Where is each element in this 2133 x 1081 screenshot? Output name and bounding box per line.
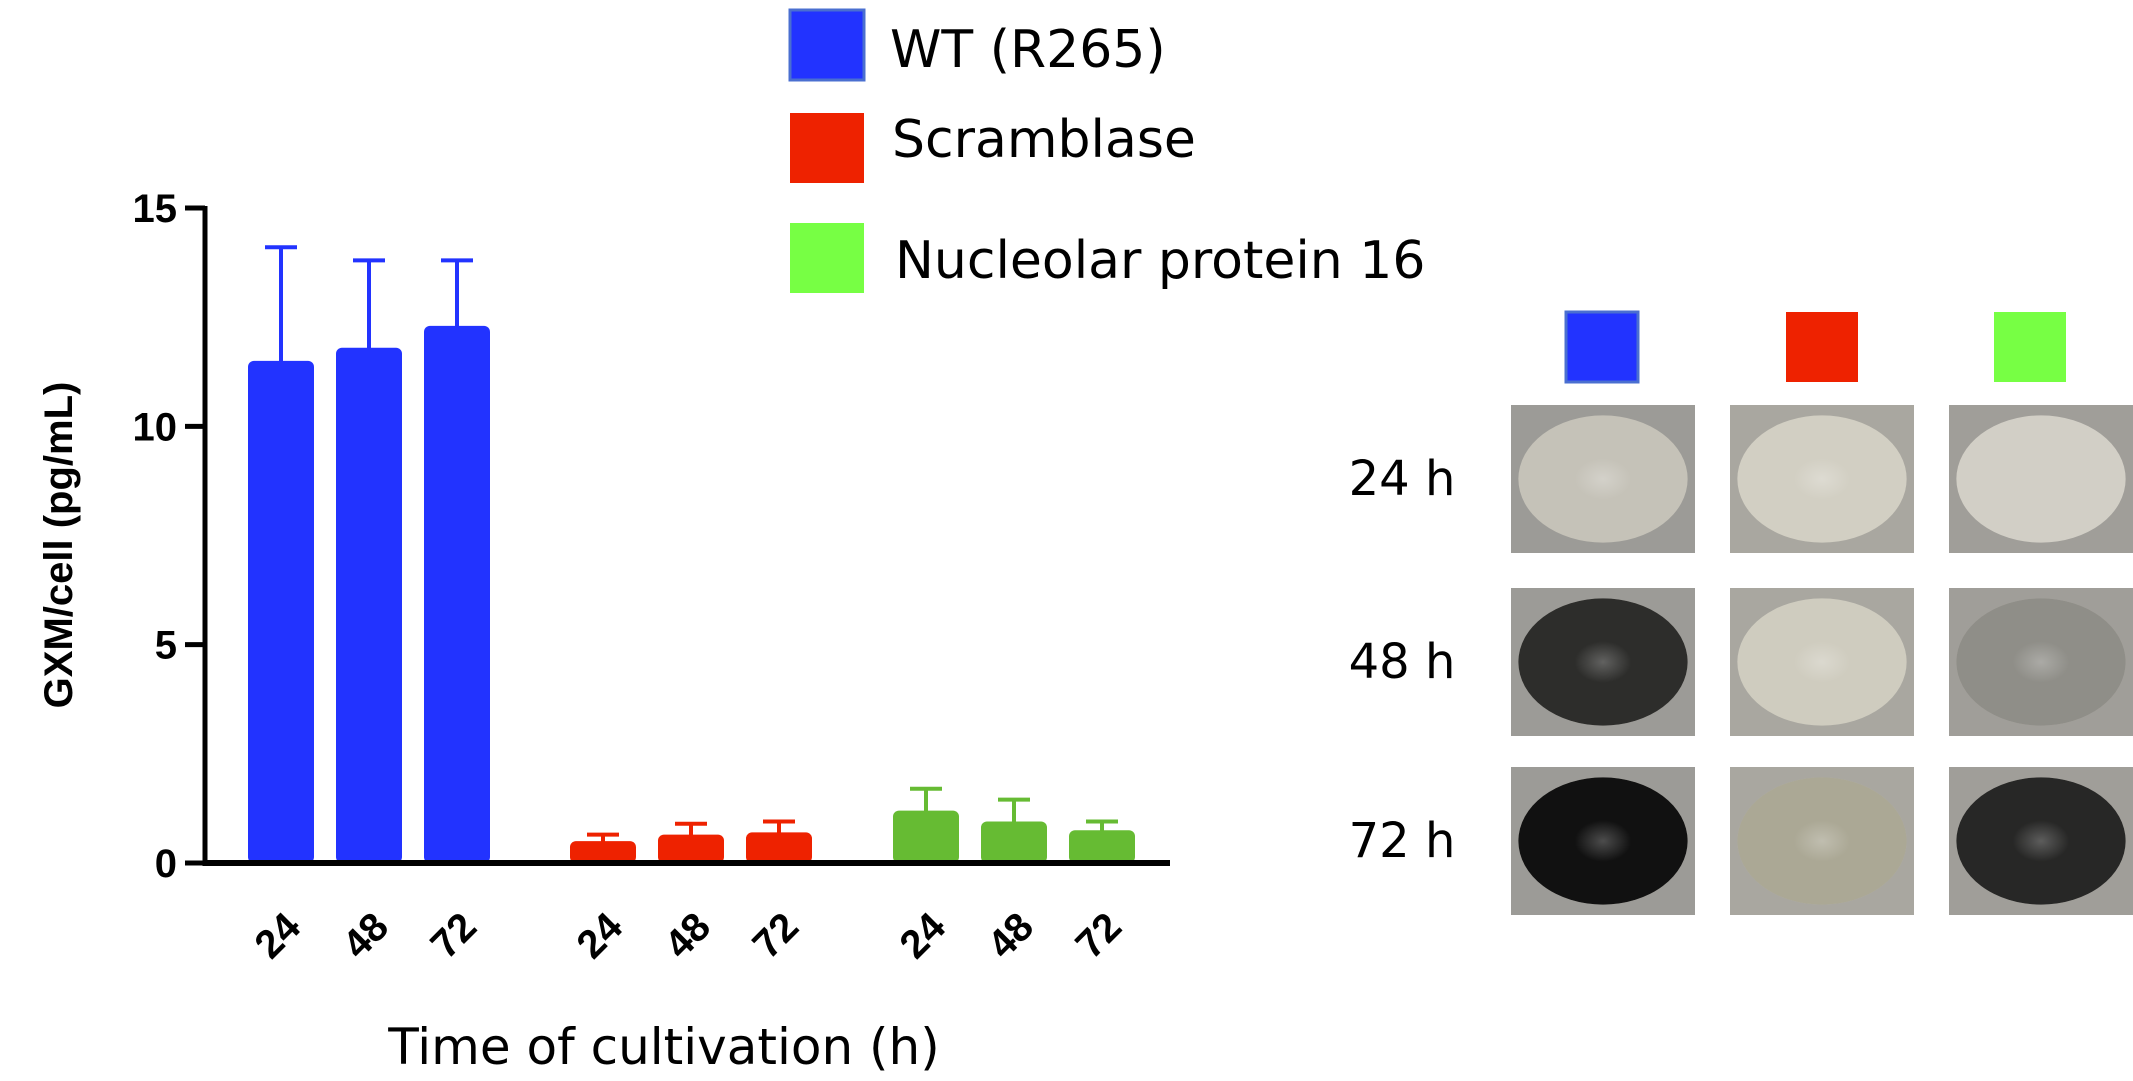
x-tick-label-2-24: 24 [892, 904, 955, 967]
x-tick-label-0-72: 72 [423, 905, 486, 968]
x-tick-label-2-48: 48 [980, 905, 1043, 968]
x-tick-label-0-48: 48 [335, 905, 398, 968]
spot-colony [1956, 415, 2126, 543]
bar-2-24 [893, 810, 959, 863]
spot-cell-2-0 [1511, 767, 1695, 915]
spot-highlight [2000, 811, 2082, 871]
legend-swatch-scramblase [790, 113, 864, 183]
y-axis-title: GXM/cell (pg/mL) [37, 382, 81, 709]
bar-1-24 [570, 841, 636, 863]
bar-2-48 [981, 821, 1047, 863]
spot-highlight [1781, 811, 1863, 871]
spot-cell-1-1 [1730, 588, 1914, 736]
x-tick-label-0-24: 24 [247, 904, 310, 967]
panel-row-label-2: 72 h [1349, 813, 1456, 869]
spot-highlight [1781, 449, 1863, 509]
panel-row-label-1: 48 h [1349, 634, 1456, 690]
spot-cell-2-2 [1949, 767, 2133, 915]
spot-cell-0-2 [1949, 405, 2133, 553]
spot-highlight [1781, 632, 1863, 692]
bar-1-72 [746, 832, 812, 863]
x-tick-label-1-48: 48 [657, 905, 720, 968]
x-axis: 24 48 72 24 48 72 24 48 72 [203, 860, 1170, 968]
y-tick-label-15: 15 [133, 187, 178, 231]
panel-color-headers [1564, 310, 2066, 384]
bar-0-24 [248, 360, 314, 863]
legend-label-wt: WT (R265) [890, 20, 1166, 80]
legend-label-scramblase: Scramblase [892, 110, 1196, 170]
spot-cell-1-2 [1949, 588, 2133, 736]
spot-highlight [1562, 811, 1644, 871]
legend: WT (R265) Scramblase Nucleolar protein 1… [788, 8, 1425, 293]
x-tick-label-1-24: 24 [569, 904, 632, 967]
panel-rows: 24 h 48 h 72 h [1349, 405, 2133, 915]
spot-cell-0-1 [1730, 405, 1914, 553]
x-tick-label-1-72: 72 [745, 905, 808, 968]
culture-spot-panel: 24 h 48 h 72 h [1349, 310, 2133, 915]
spot-highlight [2000, 632, 2082, 692]
legend-swatch-wt [788, 8, 866, 82]
bar-0-48 [336, 347, 402, 863]
bar-2-72 [1069, 830, 1135, 863]
legend-swatch-nucleolar [790, 223, 864, 293]
spot-cell-0-0 [1511, 405, 1695, 553]
error-bars [265, 245, 1118, 844]
spot-highlight [1562, 449, 1644, 509]
spot-cell-2-1 [1730, 767, 1914, 915]
panel-header-swatch-2 [1994, 312, 2066, 382]
bars [248, 325, 1135, 863]
panel-header-swatch-1 [1786, 312, 1858, 382]
y-tick-label-0: 0 [155, 842, 177, 886]
x-axis-title: Time of cultivation (h) [387, 1018, 940, 1076]
panel-row-label-0: 24 h [1349, 451, 1456, 507]
panel-header-swatch-0 [1564, 310, 1640, 384]
legend-label-nucleolar: Nucleolar protein 16 [895, 231, 1425, 291]
spot-cell-1-0 [1511, 588, 1695, 736]
bar-0-72 [424, 325, 490, 863]
spot-highlight [1562, 632, 1644, 692]
y-axis: 0 5 10 15 [133, 187, 208, 886]
y-tick-label-5: 5 [155, 624, 177, 668]
bar-chart: 0 5 10 15 24 48 72 24 48 72 24 48 72 GXM/cell (pg/m… [37, 187, 1170, 1076]
x-tick-label-2-72: 72 [1068, 905, 1131, 968]
bar-1-48 [658, 834, 724, 863]
y-tick-label-10: 10 [133, 405, 178, 449]
